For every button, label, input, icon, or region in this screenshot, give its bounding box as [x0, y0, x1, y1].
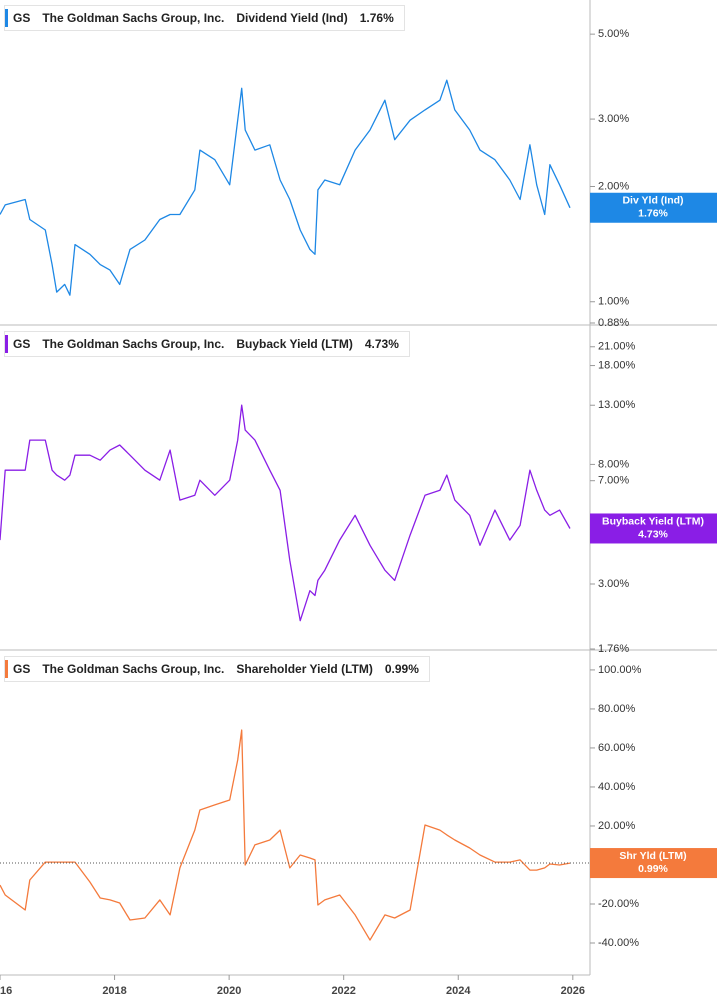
x-tick-label: 2018: [102, 985, 126, 997]
legend-header: GS The Goldman Sachs Group, Inc. Dividend …: [4, 5, 405, 31]
y-tick-label: 20.00%: [598, 820, 636, 832]
series-name: Dividend Yield (Ind): [236, 11, 348, 25]
value-tag-box: [590, 848, 717, 879]
legend-swatch: [5, 660, 8, 678]
series-last-value: 1.76%: [359, 11, 394, 25]
series-name: Buyback Yield (LTM): [236, 337, 353, 351]
legend-swatch: [5, 9, 8, 27]
value-tag-value: 4.73%: [638, 528, 668, 540]
y-tick-label: 60.00%: [598, 742, 636, 754]
y-tick-label: 3.00%: [598, 578, 629, 590]
series-line: [0, 729, 571, 941]
y-tick-label: 1.76%: [598, 643, 629, 655]
y-tick-label: 2.00%: [598, 180, 629, 192]
x-tick-label: 2026: [561, 985, 585, 997]
y-tick-label: 18.00%: [598, 359, 636, 371]
y-tick-label: -20.00%: [598, 898, 639, 910]
ticker: GS: [13, 337, 31, 351]
y-tick-label: 80.00%: [598, 703, 636, 715]
legend-header: GS The Goldman Sachs Group, Inc. Sharehold…: [4, 656, 430, 682]
value-tag-value: 0.99%: [638, 863, 668, 875]
value-tag: Buyback Yield (LTM)4.73%: [590, 513, 717, 544]
company-name: The Goldman Sachs Group, Inc.: [42, 337, 225, 351]
value-tag-label: Buyback Yield (LTM): [602, 515, 704, 527]
y-tick-label: 8.00%: [598, 458, 629, 470]
y-tick-label: 21.00%: [598, 341, 636, 353]
value-tag-value: 1.76%: [638, 208, 668, 220]
y-tick-label: 13.00%: [598, 399, 636, 411]
series-name: Shareholder Yield (LTM): [236, 662, 373, 676]
series-last-value: 4.73%: [364, 337, 399, 351]
ticker: GS: [13, 662, 31, 676]
value-tag: Shr Yld (LTM)0.99%: [590, 848, 717, 879]
company-name: The Goldman Sachs Group, Inc.: [42, 11, 225, 25]
value-tag: Div Yld (Ind)1.76%: [590, 192, 717, 223]
y-tick-label: 5.00%: [598, 28, 629, 40]
series-line: [0, 404, 571, 622]
x-tick-label: 2024: [446, 985, 471, 997]
legend-header: GS The Goldman Sachs Group, Inc. Buyback Y…: [4, 331, 410, 357]
series-last-value: 0.99%: [384, 662, 419, 676]
legend-swatch: [5, 335, 8, 353]
x-tick-label: 2022: [331, 985, 355, 997]
y-tick-label: 1.00%: [598, 296, 629, 308]
x-tick-label: 2020: [217, 985, 241, 997]
y-tick-label: 3.00%: [598, 113, 629, 125]
value-tag-label: Shr Yld (LTM): [619, 850, 686, 862]
y-tick-label: 0.88%: [598, 317, 629, 329]
company-name: The Goldman Sachs Group, Inc.: [42, 662, 225, 676]
value-tag-box: [590, 192, 717, 223]
y-tick-label: 40.00%: [598, 781, 636, 793]
value-tag-box: [590, 513, 717, 544]
series-line: [0, 79, 571, 296]
x-tick-label: 2016: [0, 985, 12, 997]
value-tag-label: Div Yld (Ind): [622, 195, 683, 207]
y-tick-label: 7.00%: [598, 475, 629, 487]
y-tick-label: 100.00%: [598, 664, 642, 676]
y-tick-label: -40.00%: [598, 937, 639, 949]
ticker: GS: [13, 11, 31, 25]
